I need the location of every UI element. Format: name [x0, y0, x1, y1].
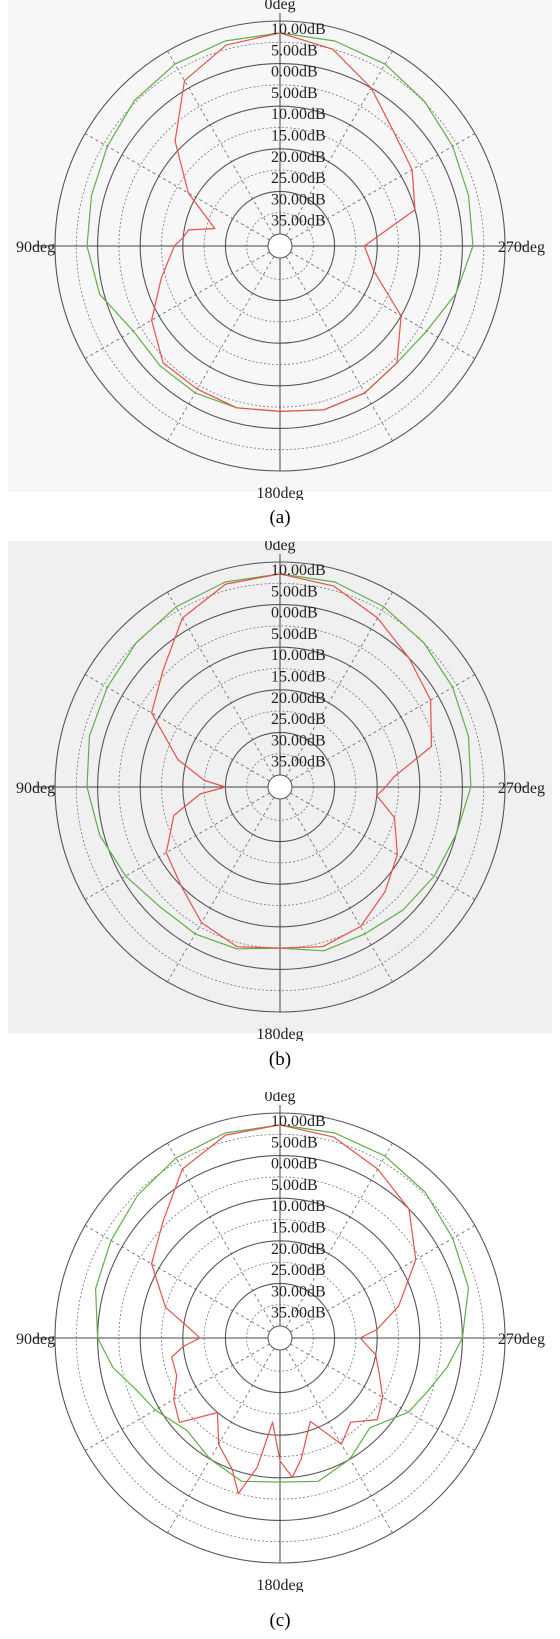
angle-tick-label: 0deg [264, 0, 295, 13]
radial-tick-label: 5.00dB [271, 1134, 318, 1151]
center-hole [267, 1325, 293, 1351]
radial-tick-label: 5.00dB [271, 583, 318, 600]
panel-label-a: (a) [269, 507, 291, 528]
polar-chart-a: 10.00dB 5.00dB 0.00dB 5.00dB 10.00dB 15.00dB 2… [0, 0, 560, 500]
radial-tick-label: 30.00dB [271, 732, 326, 749]
polar-chart-c: 10.00dB 5.00dB 0.00dB 5.00dB 10.00dB 15.00dB 2… [0, 1092, 560, 1592]
radial-tick-label: 35.00dB [271, 213, 326, 230]
radial-tick-label: 20.00dB [271, 149, 326, 166]
radial-tick-label: 25.00dB [271, 711, 326, 728]
radial-tick-label: 5.00dB [271, 1177, 318, 1194]
center-hole [267, 774, 293, 800]
radial-tick-label: 25.00dB [271, 1262, 326, 1279]
angle-tick-label: 180deg [256, 1577, 303, 1592]
angle-tick-label: 270deg [498, 780, 545, 797]
radial-tick-label: 0.00dB [271, 64, 318, 81]
radial-tick-label: 25.00dB [271, 170, 326, 187]
polar-plot-svg: 10.00dB 5.00dB 0.00dB 5.00dB 10.00dB 15.00dB 2… [8, 0, 552, 500]
series-line-red [151, 32, 416, 412]
radial-tick-label: 10.00dB [271, 562, 326, 579]
radial-tick-label: 15.00dB [271, 128, 326, 145]
radial-tick-label: 20.00dB [271, 690, 326, 707]
panel-label-c: (c) [269, 1610, 291, 1631]
radial-tick-label: 15.00dB [271, 1220, 326, 1237]
series-line-green [95, 1124, 470, 1483]
polar-plot-svg: 10.00dB 5.00dB 0.00dB 5.00dB 10.00dB 15.00dB 2… [8, 1092, 552, 1592]
radial-tick-label: 0.00dB [271, 1156, 318, 1173]
radial-tick-label: 10.00dB [271, 106, 326, 123]
radial-tick-label: 10.00dB [271, 21, 326, 38]
angle-tick-label: 90deg [16, 239, 55, 256]
radial-tick-label: 30.00dB [271, 191, 326, 208]
angle-tick-label: 0deg [264, 1092, 295, 1105]
angle-tick-label: 180deg [256, 485, 303, 500]
series-line-red [151, 1124, 417, 1495]
radial-tick-label: 5.00dB [271, 85, 318, 102]
radial-tick-label: 20.00dB [271, 1241, 326, 1258]
series-line-red [151, 573, 433, 949]
radial-tick-label: 10.00dB [271, 1198, 326, 1215]
radial-tick-label: 35.00dB [271, 754, 326, 771]
radial-tick-label: 15.00dB [271, 669, 326, 686]
angle-tick-label: 270deg [498, 1331, 545, 1348]
polar-chart-b: 10.00dB 5.00dB 0.00dB 5.00dB 10.00dB 15.00dB 2… [0, 541, 560, 1041]
angle-tick-label: 90deg [16, 780, 55, 797]
radial-tick-label: 5.00dB [271, 626, 318, 643]
polar-plot-svg: 10.00dB 5.00dB 0.00dB 5.00dB 10.00dB 15.00dB 2… [8, 541, 552, 1041]
angle-tick-label: 0deg [264, 541, 295, 554]
angle-tick-label: 90deg [16, 1331, 55, 1348]
radial-tick-label: 10.00dB [271, 1113, 326, 1130]
radial-tick-label: 10.00dB [271, 647, 326, 664]
radial-tick-label: 5.00dB [271, 42, 318, 59]
center-hole [267, 233, 293, 259]
panel-label-b: (b) [268, 1049, 292, 1070]
angle-tick-label: 180deg [256, 1026, 303, 1041]
angle-tick-label: 270deg [498, 239, 545, 256]
radial-tick-label: 35.00dB [271, 1305, 326, 1322]
radial-tick-label: 30.00dB [271, 1283, 326, 1300]
radial-tick-label: 0.00dB [271, 605, 318, 622]
